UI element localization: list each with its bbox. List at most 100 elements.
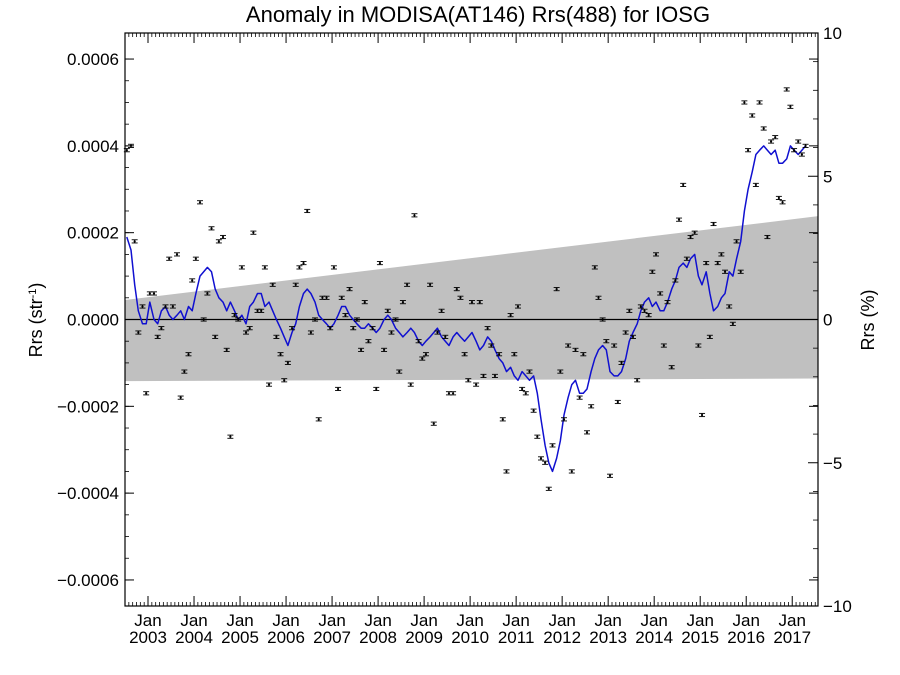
point-marker — [624, 331, 627, 334]
data-point — [139, 304, 146, 309]
data-point — [519, 386, 526, 392]
data-point — [215, 239, 222, 244]
point-marker — [355, 318, 359, 321]
y-axis-title-left: Rrs (str-1) — [26, 283, 46, 358]
data-point — [212, 334, 219, 339]
point-marker — [613, 344, 616, 347]
data-point — [300, 261, 307, 266]
point-marker — [754, 183, 757, 187]
data-point — [231, 313, 238, 318]
point-marker — [608, 474, 612, 477]
point-marker — [336, 387, 340, 391]
point-marker — [666, 301, 669, 304]
point-marker — [478, 301, 481, 304]
point-marker — [601, 318, 604, 321]
data-point — [422, 352, 429, 357]
point-marker — [378, 261, 382, 265]
data-point — [626, 308, 633, 313]
data-point — [185, 352, 192, 357]
point-marker — [451, 392, 455, 395]
data-point — [764, 234, 771, 240]
point-marker — [363, 301, 366, 304]
point-marker — [371, 327, 374, 330]
x-tick-label-month: Jan — [640, 611, 667, 630]
point-marker — [248, 327, 251, 330]
data-point — [135, 330, 142, 335]
point-marker — [651, 270, 654, 273]
data-point — [350, 326, 357, 331]
axes: 0.0006 0.0004 0.0002 0.0000 −0.0002 −0.0004 −0… — [57, 24, 852, 647]
point-marker — [647, 314, 650, 317]
point-marker — [348, 288, 351, 291]
data-point — [373, 386, 380, 392]
data-point — [549, 443, 556, 448]
x-tick-label-year: 2013 — [589, 628, 627, 647]
point-marker — [785, 88, 788, 91]
data-point — [588, 404, 595, 409]
point-marker — [183, 370, 186, 373]
y-right-tick-label: −5 — [823, 454, 842, 473]
data-point — [369, 326, 376, 331]
data-point — [169, 304, 176, 309]
point-marker — [797, 140, 800, 143]
y-axis-title-superscript: -1 — [27, 289, 39, 299]
data-point — [427, 282, 434, 287]
point-marker — [225, 348, 228, 351]
point-marker — [501, 418, 504, 421]
point-marker — [532, 409, 535, 412]
data-point — [706, 334, 713, 339]
data-point — [657, 291, 664, 296]
point-marker — [321, 296, 324, 299]
point-marker — [570, 470, 573, 473]
point-marker — [712, 222, 715, 226]
y-axis-title-text: Rrs (str — [26, 298, 46, 357]
point-marker — [551, 444, 554, 447]
data-point — [557, 369, 564, 374]
data-point — [576, 395, 583, 400]
data-point — [277, 352, 284, 357]
x-tick-label-year: 2014 — [635, 628, 673, 647]
point-marker — [191, 279, 194, 282]
data-point — [238, 265, 245, 270]
point-marker — [751, 114, 754, 117]
point-marker — [409, 383, 412, 386]
point-marker — [202, 318, 205, 321]
point-marker — [697, 344, 700, 347]
data-point — [200, 317, 207, 322]
point-marker — [298, 266, 301, 269]
point-marker — [424, 353, 428, 356]
data-point — [173, 252, 180, 257]
x-tick-label-month: Jan — [686, 611, 713, 630]
point-marker — [413, 214, 416, 217]
data-point — [480, 373, 487, 378]
point-marker — [723, 270, 727, 273]
point-marker — [148, 292, 151, 295]
point-marker — [233, 314, 236, 317]
data-point — [445, 391, 452, 396]
data-point — [338, 295, 345, 300]
data-point — [442, 334, 449, 339]
data-point — [772, 135, 779, 140]
data-point — [565, 343, 572, 348]
data-point — [580, 352, 587, 357]
point-marker — [544, 461, 547, 464]
data-point — [323, 295, 330, 300]
point-marker — [777, 196, 780, 200]
point-marker — [789, 105, 792, 108]
point-marker — [133, 240, 136, 243]
data-point — [760, 126, 767, 131]
point-marker — [405, 283, 409, 286]
point-marker — [206, 292, 209, 295]
point-marker — [636, 379, 639, 382]
uncertainty-band — [125, 216, 818, 382]
data-point — [292, 282, 299, 287]
y-tick-label: −0.0004 — [57, 484, 119, 503]
data-point — [273, 334, 280, 339]
data-point — [430, 421, 437, 426]
data-point — [511, 352, 518, 357]
data-point — [392, 317, 399, 322]
point-marker — [708, 335, 711, 338]
data-point — [733, 239, 740, 244]
data-point — [453, 287, 460, 292]
point-marker — [317, 418, 320, 421]
